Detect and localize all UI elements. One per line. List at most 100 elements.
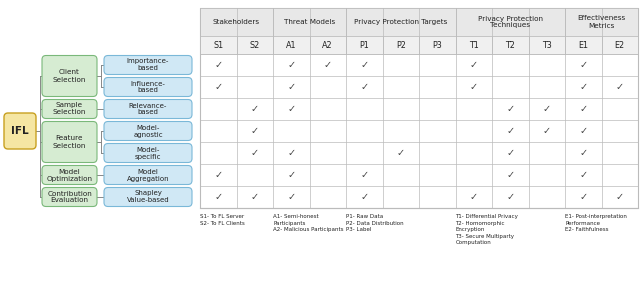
Text: S1: S1 bbox=[213, 40, 223, 49]
Bar bbox=[565, 36, 602, 54]
Text: P2: P2 bbox=[396, 40, 406, 49]
Text: ✓: ✓ bbox=[579, 126, 588, 136]
Text: Sample
Selection: Sample Selection bbox=[53, 103, 86, 115]
Text: ✓: ✓ bbox=[287, 104, 295, 114]
Text: ✓: ✓ bbox=[287, 60, 295, 70]
Bar bbox=[237, 36, 273, 54]
Text: Model
Aggregation: Model Aggregation bbox=[127, 169, 170, 182]
FancyBboxPatch shape bbox=[42, 166, 97, 185]
Text: Relevance-
based: Relevance- based bbox=[129, 103, 167, 115]
Text: ✓: ✓ bbox=[543, 104, 551, 114]
Bar bbox=[565, 8, 638, 36]
FancyBboxPatch shape bbox=[4, 113, 36, 149]
Text: ✓: ✓ bbox=[360, 60, 368, 70]
Text: ✓: ✓ bbox=[287, 192, 295, 202]
Text: S2: S2 bbox=[250, 40, 260, 49]
Text: Stakeholders: Stakeholders bbox=[213, 19, 260, 25]
Text: S1- To FL Server
S2- To FL Clients: S1- To FL Server S2- To FL Clients bbox=[200, 214, 244, 226]
Bar bbox=[492, 36, 529, 54]
FancyBboxPatch shape bbox=[104, 99, 192, 119]
Text: Influence-
based: Influence- based bbox=[131, 80, 165, 94]
Text: ✓: ✓ bbox=[506, 104, 515, 114]
Text: ✓: ✓ bbox=[214, 170, 222, 180]
Text: ✓: ✓ bbox=[579, 82, 588, 92]
Text: E2: E2 bbox=[614, 40, 625, 49]
Text: T1: T1 bbox=[469, 40, 479, 49]
Text: T2: T2 bbox=[506, 40, 515, 49]
FancyBboxPatch shape bbox=[42, 187, 97, 207]
Text: ✓: ✓ bbox=[287, 170, 295, 180]
FancyBboxPatch shape bbox=[42, 56, 97, 96]
Text: T3: T3 bbox=[542, 40, 552, 49]
Text: ✓: ✓ bbox=[616, 192, 624, 202]
Text: ✓: ✓ bbox=[214, 192, 222, 202]
Text: T1- Differential Privacy
T2- Homomorphic
Encryption
T3- Secure Multiparty
Comput: T1- Differential Privacy T2- Homomorphic… bbox=[456, 214, 518, 245]
Text: ✓: ✓ bbox=[616, 82, 624, 92]
Text: Model-
agnostic: Model- agnostic bbox=[133, 124, 163, 137]
Text: A1- Semi-honest
Participants
A2- Malicious Participants: A1- Semi-honest Participants A2- Malicio… bbox=[273, 214, 344, 232]
Text: Importance-
based: Importance- based bbox=[127, 58, 169, 71]
Text: ✓: ✓ bbox=[251, 104, 259, 114]
Text: ✓: ✓ bbox=[287, 148, 295, 158]
Text: Threat Models: Threat Models bbox=[284, 19, 335, 25]
Text: Feature
Selection: Feature Selection bbox=[53, 135, 86, 148]
Text: Privacy Protection Targets: Privacy Protection Targets bbox=[354, 19, 447, 25]
FancyBboxPatch shape bbox=[104, 144, 192, 162]
Bar bbox=[346, 8, 456, 36]
Bar bbox=[200, 36, 237, 54]
Text: ✓: ✓ bbox=[324, 60, 332, 70]
Bar bbox=[529, 36, 565, 54]
Text: IFL: IFL bbox=[11, 126, 29, 136]
Bar bbox=[310, 36, 346, 54]
Text: ✓: ✓ bbox=[360, 170, 368, 180]
Text: ✓: ✓ bbox=[287, 82, 295, 92]
Text: ✓: ✓ bbox=[579, 192, 588, 202]
FancyBboxPatch shape bbox=[104, 56, 192, 74]
Text: ✓: ✓ bbox=[251, 126, 259, 136]
Text: ✓: ✓ bbox=[470, 60, 478, 70]
Bar bbox=[273, 8, 346, 36]
Bar bbox=[456, 8, 565, 36]
Text: ✓: ✓ bbox=[360, 192, 368, 202]
FancyBboxPatch shape bbox=[42, 121, 97, 162]
Text: P1: P1 bbox=[360, 40, 369, 49]
Text: Model
Optimization: Model Optimization bbox=[47, 169, 93, 182]
Bar bbox=[346, 36, 383, 54]
Text: ✓: ✓ bbox=[506, 170, 515, 180]
Text: ✓: ✓ bbox=[506, 192, 515, 202]
Text: Effectiveness
Metrics: Effectiveness Metrics bbox=[577, 15, 626, 28]
FancyBboxPatch shape bbox=[104, 187, 192, 207]
Text: ✓: ✓ bbox=[579, 60, 588, 70]
Text: E1- Post-interpretation
Performance
E2- Faithfulness: E1- Post-interpretation Performance E2- … bbox=[565, 214, 627, 232]
Bar bbox=[200, 8, 638, 208]
Text: Model-
specific: Model- specific bbox=[135, 146, 161, 160]
Text: ✓: ✓ bbox=[214, 60, 222, 70]
Text: P3: P3 bbox=[433, 40, 442, 49]
Bar bbox=[273, 36, 310, 54]
FancyBboxPatch shape bbox=[42, 99, 97, 119]
Text: Contribution
Evaluation: Contribution Evaluation bbox=[47, 191, 92, 203]
Text: ✓: ✓ bbox=[543, 126, 551, 136]
Text: ✓: ✓ bbox=[579, 170, 588, 180]
Text: ✓: ✓ bbox=[506, 148, 515, 158]
FancyBboxPatch shape bbox=[104, 121, 192, 140]
Text: ✓: ✓ bbox=[251, 148, 259, 158]
Text: ✓: ✓ bbox=[470, 192, 478, 202]
FancyBboxPatch shape bbox=[104, 78, 192, 96]
Bar bbox=[602, 36, 638, 54]
Text: ✓: ✓ bbox=[506, 126, 515, 136]
Text: ✓: ✓ bbox=[360, 82, 368, 92]
Text: Privacy Protection
Techniques: Privacy Protection Techniques bbox=[477, 15, 543, 28]
Text: Client
Selection: Client Selection bbox=[53, 69, 86, 83]
Text: A2: A2 bbox=[323, 40, 333, 49]
Text: A1: A1 bbox=[286, 40, 296, 49]
Bar bbox=[456, 36, 492, 54]
Text: Shapley
Value-based: Shapley Value-based bbox=[127, 191, 170, 203]
FancyBboxPatch shape bbox=[104, 166, 192, 185]
Bar bbox=[200, 8, 273, 36]
Text: P1- Raw Data
P2- Data Distribution
P3- Label: P1- Raw Data P2- Data Distribution P3- L… bbox=[346, 214, 404, 232]
Text: ✓: ✓ bbox=[579, 104, 588, 114]
Text: ✓: ✓ bbox=[579, 148, 588, 158]
Text: ✓: ✓ bbox=[214, 82, 222, 92]
Text: ✓: ✓ bbox=[397, 148, 405, 158]
